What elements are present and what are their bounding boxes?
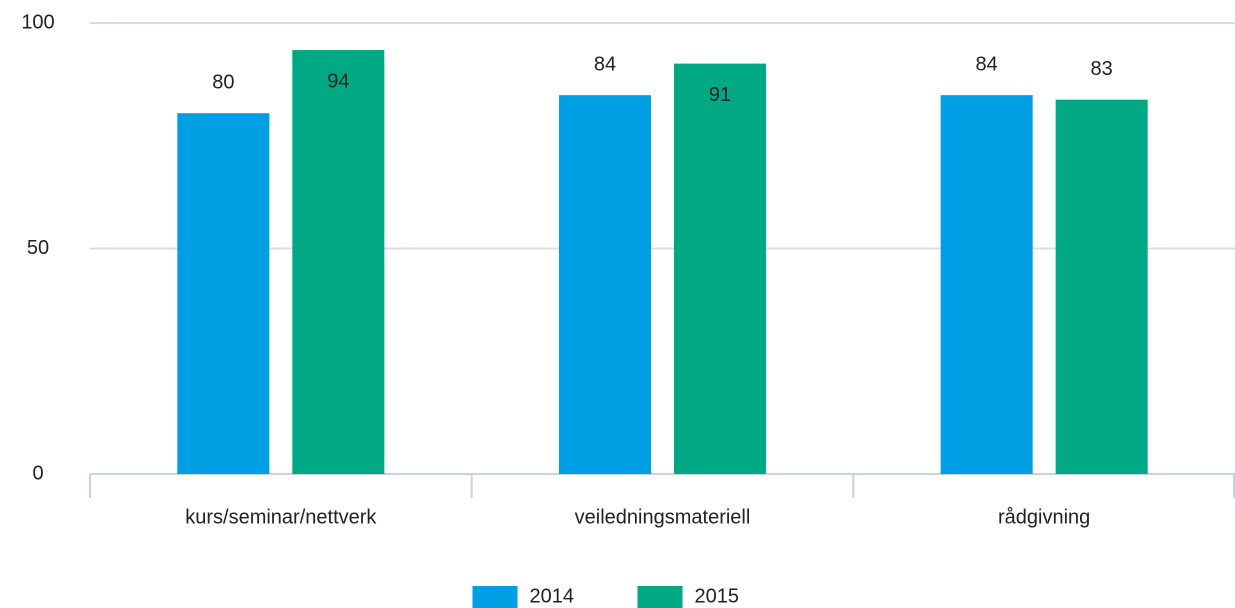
data-label: 84 xyxy=(976,53,998,75)
data-label: 91 xyxy=(709,84,731,106)
bar xyxy=(674,63,766,475)
x-tick-label: rådgivning xyxy=(998,506,1090,528)
bar xyxy=(940,95,1033,474)
x-tick-label: veiledningsmateriell xyxy=(575,506,751,528)
data-label: 94 xyxy=(327,70,349,92)
bar xyxy=(559,95,651,474)
legend-label: 2014 xyxy=(530,585,575,607)
legend-swatch xyxy=(472,586,518,608)
legend-label: 2015 xyxy=(695,585,740,607)
legend-swatch xyxy=(637,586,683,608)
bar xyxy=(1055,99,1148,475)
bar xyxy=(177,113,270,474)
bar xyxy=(292,50,385,475)
y-tick-label: 50 xyxy=(27,237,49,259)
y-tick-label: 0 xyxy=(32,462,43,484)
data-label: 83 xyxy=(1091,58,1113,80)
data-label: 84 xyxy=(594,53,616,75)
data-label: 80 xyxy=(212,71,234,93)
y-tick-label: 100 xyxy=(21,11,54,33)
x-tick-label: kurs/seminar/nettverk xyxy=(185,506,377,528)
